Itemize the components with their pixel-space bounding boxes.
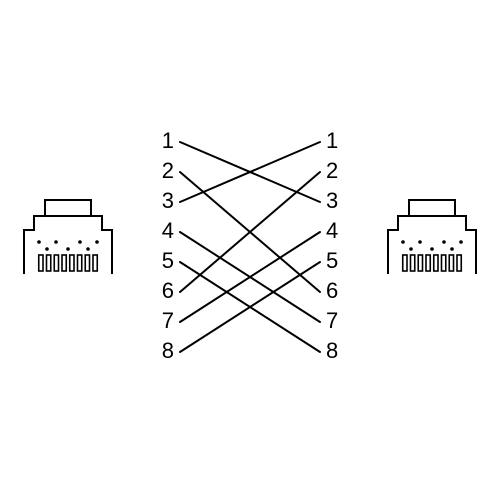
rj45-connector-right-icon <box>388 200 476 274</box>
right-pin-label-6: 6 <box>326 278 338 303</box>
crossover-wiring-diagram: 1 2 3 4 5 6 7 8 1 2 3 4 5 6 7 8 <box>0 0 500 500</box>
left-pin-label-8: 8 <box>162 338 174 363</box>
left-pin-labels: 1 2 3 4 5 6 7 8 <box>162 128 174 363</box>
left-pin-label-4: 4 <box>162 218 174 243</box>
left-pin-label-5: 5 <box>162 248 174 273</box>
left-pin-label-3: 3 <box>162 188 174 213</box>
right-pin-label-2: 2 <box>326 158 338 183</box>
left-pin-label-2: 2 <box>162 158 174 183</box>
rj45-connector-left-icon <box>24 200 112 274</box>
left-pin-label-1: 1 <box>162 128 174 153</box>
left-pin-label-6: 6 <box>162 278 174 303</box>
right-pin-labels: 1 2 3 4 5 6 7 8 <box>326 128 338 363</box>
right-pin-label-5: 5 <box>326 248 338 273</box>
pin-mapping-lines <box>180 142 320 352</box>
right-pin-label-4: 4 <box>326 218 338 243</box>
right-pin-label-8: 8 <box>326 338 338 363</box>
right-pin-label-1: 1 <box>326 128 338 153</box>
left-pin-label-7: 7 <box>162 308 174 333</box>
right-pin-label-7: 7 <box>326 308 338 333</box>
right-pin-label-3: 3 <box>326 188 338 213</box>
